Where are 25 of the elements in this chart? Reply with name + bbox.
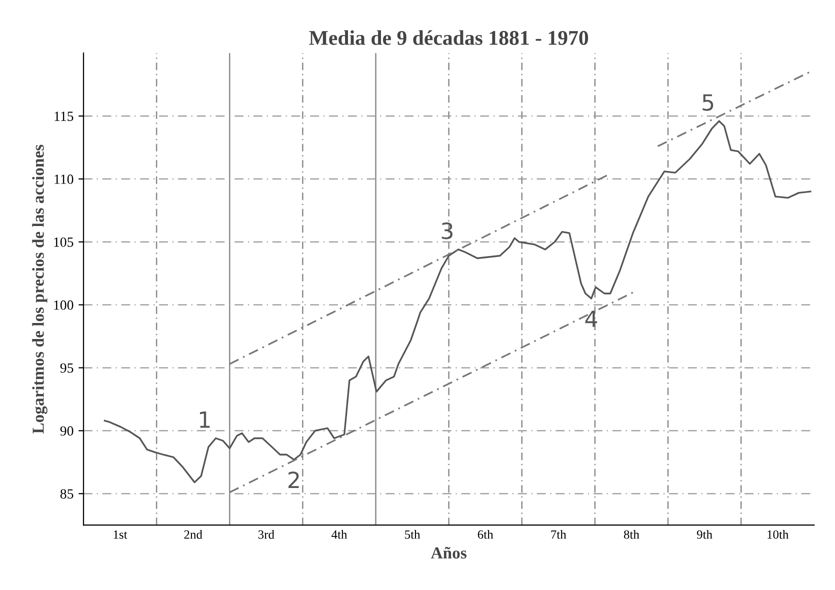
annotation: 2 [288, 472, 299, 488]
x-tick-label: 2nd [184, 530, 202, 539]
annotation: 3 [442, 222, 452, 240]
y-tick-label: 90 [60, 426, 74, 436]
x-tick-label: 1st [114, 530, 128, 539]
x-tick-label: 5th [405, 530, 420, 539]
x-tick-label: 6th [478, 530, 494, 539]
x-tick-label: 9th [696, 530, 712, 539]
y-tick-label: 115 [54, 112, 74, 121]
x-axis-title: Años [430, 546, 466, 559]
x-tick-label: 10th [768, 530, 789, 539]
y-tick-label: 100 [54, 300, 74, 310]
y-tick-label: 95 [60, 363, 74, 373]
x-tick-label: 3rd [258, 530, 274, 539]
annotation: 4 [585, 310, 598, 327]
y-axis-title: Logaritmos de los precios de las acciones [32, 144, 48, 434]
annotation: 5 [702, 94, 714, 111]
x-tick-label: 4th [331, 530, 348, 539]
chart-title: Media de 9 décadas 1881 - 1970 [309, 30, 588, 45]
y-tick-label: 105 [54, 237, 74, 247]
x-tick-label: 8th [624, 530, 640, 539]
x-tick-label: 7th [551, 530, 566, 539]
y-tick-label: 85 [60, 489, 74, 499]
annotation: 1 [200, 412, 210, 428]
y-tick-label: 110 [54, 174, 74, 184]
